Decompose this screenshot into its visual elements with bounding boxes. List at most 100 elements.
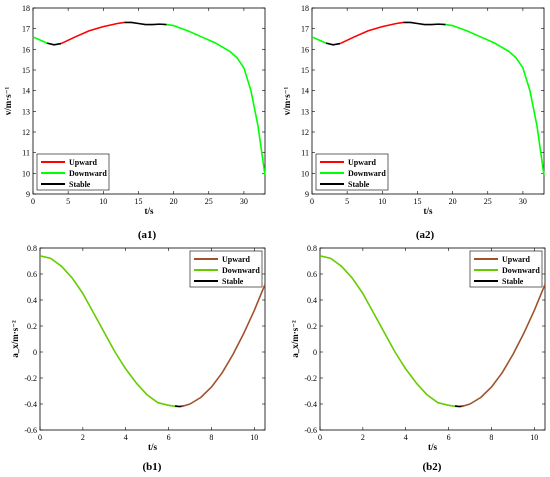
x-tick-label: 30 [240,197,248,206]
y-tick-label: -0.4 [24,400,37,409]
y-tick-label: 9 [305,190,309,199]
x-tick-label: 15 [134,197,142,206]
y-tick-label: 10 [22,169,30,178]
y-tick-label: 0.6 [307,270,317,279]
y-tick-label: 0.4 [27,296,37,305]
y-tick-label: 14 [22,87,30,96]
y-tick-label: 0 [33,348,37,357]
series-line-stable [46,42,62,46]
x-tick-label: 4 [404,433,408,442]
y-tick-label: 17 [301,25,309,34]
legend-label-downward: Downward [502,266,540,275]
x-tick-label: 2 [81,433,85,442]
legend: Upward Downward Stable [315,153,389,191]
y-tick-label: 16 [301,45,309,54]
y-tick-label: 0.2 [27,322,37,331]
legend-label-upward: Upward [502,255,531,264]
x-tick-label: 10 [378,197,386,206]
y-tick-label: 18 [301,4,309,13]
y-tick-label: 17 [22,25,30,34]
x-tick-label: 8 [209,433,213,442]
y-tick-label: 13 [22,107,30,116]
chart-b1: 0 2 4 6 8 10 -0.6 -0.4 -0.2 0 0.2 0.4 0.6 0.8 t/s a_x/m… [10,244,266,473]
x-tick-label: 10 [250,433,258,442]
legend-label-downward: Downward [348,169,386,178]
y-tick-label: 0 [313,348,317,357]
series-line-downward [32,36,48,44]
legend-label-downward: Downward [69,169,107,178]
y-tick-label: 15 [22,66,30,75]
y-axis-label: a_x/m·s⁻² [10,320,20,358]
x-tick-label: 10 [99,197,107,206]
x-tick-label: 25 [484,197,492,206]
y-tick-label: -0.4 [304,400,317,409]
y-tick-label: 10 [301,169,309,178]
series-line-stable [325,42,341,46]
y-tick-label: 16 [22,45,30,54]
y-tick-label: 0.6 [27,270,37,279]
y-tick-label: 18 [22,4,30,13]
legend-label-upward: Upward [222,255,251,264]
y-tick-label: 0.4 [307,296,317,305]
series-line-downward [311,36,327,44]
y-tick-label: 9 [26,190,30,199]
x-tick-label: 5 [345,197,349,206]
x-tick-label: 20 [449,197,457,206]
panel-caption: (b2) [423,461,442,473]
x-tick-label: 4 [124,433,128,442]
y-tick-label: 15 [301,66,309,75]
x-tick-label: 6 [167,433,171,442]
y-tick-label: 0.2 [307,322,317,331]
x-tick-label: 2 [361,433,365,442]
x-tick-label: 0 [38,433,42,442]
x-tick-label: 0 [310,197,314,206]
x-tick-label: 0 [318,433,322,442]
y-tick-label: -0.6 [24,426,37,435]
legend: Upward Downward Stable [189,250,263,288]
y-axis-label: v/m·s⁻¹ [3,86,13,115]
x-tick-label: 15 [413,197,421,206]
y-tick-label: 12 [22,128,30,137]
series-line-downward [39,255,178,408]
x-axis-label: t/s [424,206,433,216]
series-line-stable [403,21,446,26]
legend-label-stable: Stable [502,277,524,286]
y-tick-label: 11 [22,149,30,158]
chart-b2: 0 2 4 6 8 10 -0.6 -0.4 -0.2 0 0.2 0.4 0.6 0.8 t/s a_x/m… [290,244,546,473]
x-axis-label: t/s [145,206,154,216]
chart-a2: 0 5 10 15 20 25 30 9 10 11 12 13 14 15 16 17 18 t/s v/m·s⁻… [282,4,545,241]
chart-a1: 0 5 10 15 20 25 30 9 10 11 12 13 14 15 16 17 18 t/s v/m·s⁻… [3,4,266,241]
x-tick-label: 6 [447,433,451,442]
series-line-upward [339,21,404,45]
legend-label-downward: Downward [222,266,260,275]
y-tick-label: -0.2 [304,374,317,383]
series-line-upward [181,284,266,408]
y-tick-label: 0.8 [27,244,37,253]
legend-label-stable: Stable [69,180,91,189]
legend: Upward Downward Stable [36,153,110,191]
x-axis-label: t/s [148,442,157,452]
legend: Upward Downward Stable [469,250,543,288]
x-tick-label: 8 [489,433,493,442]
y-tick-label: 14 [301,87,309,96]
legend-label-upward: Upward [348,158,377,167]
series-line-upward [461,284,546,408]
y-tick-label: 12 [301,128,309,137]
legend-label-stable: Stable [348,180,370,189]
series-line-upward [60,21,125,45]
x-tick-label: 5 [66,197,70,206]
y-axis-label: a_x/m·s⁻² [290,320,300,358]
y-tick-label: 0.8 [307,244,317,253]
x-tick-label: 20 [170,197,178,206]
series-line-downward [319,255,458,408]
y-tick-label: 11 [301,149,309,158]
panel-caption: (a2) [416,229,435,241]
legend-label-stable: Stable [222,277,244,286]
panel-caption: (a1) [138,229,157,241]
y-tick-label: -0.2 [24,374,37,383]
x-axis-label: t/s [428,442,437,452]
y-axis-label: v/m·s⁻¹ [282,86,292,115]
x-tick-label: 30 [519,197,527,206]
series-line-downward [445,23,545,176]
